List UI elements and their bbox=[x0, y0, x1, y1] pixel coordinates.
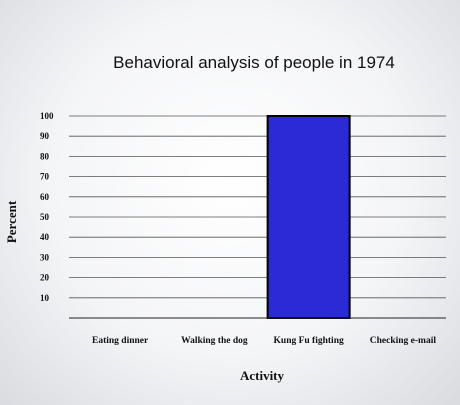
y-tick-label: 20 bbox=[40, 273, 50, 283]
y-tick-label: 90 bbox=[40, 131, 50, 141]
y-tick-label: 80 bbox=[40, 151, 50, 161]
x-category-labels: Eating dinner Walking the dog Kung Fu figh… bbox=[92, 336, 436, 346]
y-tick-label: 50 bbox=[40, 212, 50, 222]
x-category-label: Kung Fu fighting bbox=[274, 336, 344, 346]
bar-kung-fu-fighting bbox=[266, 115, 351, 319]
x-category-label: Eating dinner bbox=[92, 336, 149, 346]
x-category-label: Checking e-mail bbox=[370, 336, 437, 346]
y-tick-label: 70 bbox=[40, 172, 50, 182]
x-category-label: Walking the dog bbox=[181, 336, 248, 346]
x-axis-label: Activity bbox=[240, 368, 285, 383]
chart-title: Behavioral analysis of people in 1974 bbox=[113, 53, 395, 72]
gridlines bbox=[69, 115, 446, 299]
y-axis-label: Percent bbox=[4, 200, 19, 243]
bars bbox=[266, 115, 351, 319]
y-tick-labels: 10 20 30 40 50 60 70 80 90 100 bbox=[40, 111, 54, 303]
y-tick-label: 60 bbox=[40, 192, 50, 202]
y-tick-label: 40 bbox=[40, 232, 50, 242]
y-tick-label: 10 bbox=[40, 293, 50, 303]
y-tick-label: 100 bbox=[40, 111, 54, 121]
y-tick-label: 30 bbox=[40, 252, 50, 262]
